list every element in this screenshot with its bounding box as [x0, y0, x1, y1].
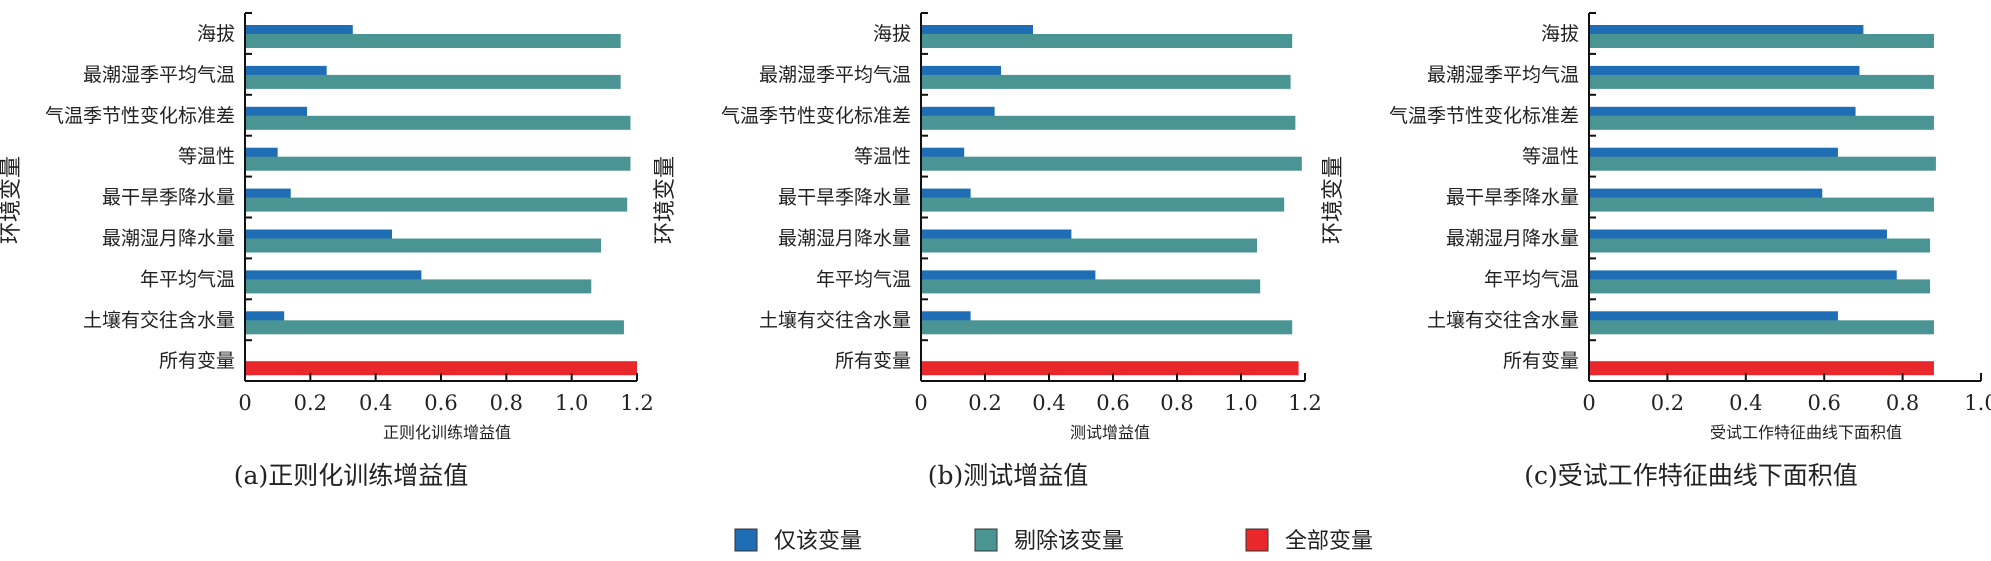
bar-1-5 — [921, 238, 1257, 253]
category-label: 最潮湿季平均气温 — [1427, 64, 1579, 86]
x-tick-label: 0 — [238, 391, 251, 415]
bar-1-1 — [921, 74, 1291, 89]
x-axis-title: 受试工作特征曲线下面积值 — [1710, 423, 1902, 442]
legend-label: 剔除该变量 — [1014, 529, 1124, 554]
bar-1-3 — [245, 156, 631, 171]
legend-swatch-0 — [734, 528, 758, 552]
x-tick-label: 0.4 — [1729, 391, 1762, 415]
x-tick-label: 0.2 — [968, 391, 1001, 415]
panel-caption: (a)正则化训练增益值 — [234, 461, 468, 490]
bar-1-0 — [921, 34, 1293, 48]
x-tick-label: 0.8 — [490, 391, 523, 415]
category-label: 所有变量 — [1503, 350, 1579, 372]
category-label: 土壤有交往含水量 — [1427, 309, 1579, 331]
x-tick-label: 0 — [914, 391, 927, 415]
category-label: 等温性 — [854, 146, 911, 168]
bar-2-8 — [245, 361, 637, 376]
bar-1-6 — [245, 279, 592, 294]
x-tick-label: 0.8 — [1886, 391, 1919, 415]
bar-1-6 — [921, 279, 1261, 294]
category-label: 等温性 — [178, 146, 235, 168]
category-label: 最干旱季降水量 — [102, 187, 235, 209]
legend: 仅该变量 剔除该变量 全部变量 — [734, 528, 1373, 554]
bar-1-4 — [921, 197, 1285, 212]
x-tick-label: 0.2 — [294, 391, 327, 415]
category-label: 土壤有交往含水量 — [83, 309, 235, 331]
category-label: 最干旱季降水量 — [1446, 187, 1579, 209]
x-tick-label: 1.2 — [620, 391, 653, 415]
category-label: 气温季节性变化标准差 — [45, 105, 235, 127]
y-axis-title: 环境变量 — [0, 156, 24, 244]
category-label: 最潮湿月降水量 — [1446, 228, 1579, 250]
x-tick-label: 0.6 — [1096, 391, 1129, 415]
bar-1-2 — [245, 115, 631, 130]
bar-1-6 — [1589, 279, 1931, 294]
bar-1-4 — [1589, 197, 1934, 212]
category-label: 海拔 — [873, 23, 911, 45]
bar-1-7 — [1589, 320, 1934, 335]
x-tick-label: 1.2 — [1288, 391, 1321, 415]
bar-1-7 — [245, 320, 624, 335]
bar-1-7 — [921, 320, 1293, 335]
category-label: 所有变量 — [159, 350, 235, 372]
x-tick-label: 0.4 — [359, 391, 392, 415]
legend-label: 仅该变量 — [774, 529, 862, 554]
x-tick-label: 0.8 — [1160, 391, 1193, 415]
bar-1-5 — [1589, 238, 1931, 253]
panel-caption: (b)测试增益值 — [928, 461, 1089, 490]
category-label: 最干旱季降水量 — [778, 187, 911, 209]
category-label: 土壤有交往含水量 — [759, 309, 911, 331]
category-label: 所有变量 — [835, 350, 911, 372]
bar-1-5 — [245, 238, 602, 253]
chart-panel-2: 海拔最潮湿季平均气温气温季节性变化标准差等温性最干旱季降水量最潮湿月降水量年平均… — [1321, 12, 1991, 490]
bar-2-8 — [921, 361, 1299, 376]
category-label: 等温性 — [1522, 146, 1579, 168]
bar-1-2 — [1589, 115, 1934, 130]
bar-1-0 — [1589, 34, 1934, 48]
category-label: 海拔 — [197, 23, 235, 45]
legend-swatch-1 — [974, 528, 998, 552]
category-label: 年平均气温 — [140, 268, 235, 290]
y-axis-title: 环境变量 — [1321, 156, 1346, 244]
bar-1-1 — [245, 74, 621, 89]
x-tick-label: 0.2 — [1651, 391, 1684, 415]
x-tick-label: 1.0 — [1224, 391, 1257, 415]
category-label: 最潮湿季平均气温 — [83, 64, 235, 86]
legend-label: 全部变量 — [1285, 529, 1373, 554]
category-label: 海拔 — [1541, 23, 1579, 45]
category-label: 气温季节性变化标准差 — [721, 105, 911, 127]
x-tick-label: 0 — [1582, 391, 1595, 415]
legend-swatch-2 — [1245, 528, 1269, 552]
x-tick-label: 0.6 — [1807, 391, 1840, 415]
category-label: 最潮湿月降水量 — [102, 228, 235, 250]
bar-1-1 — [1589, 74, 1934, 89]
x-tick-label: 1.0 — [1964, 391, 1991, 415]
x-axis-title: 测试增益值 — [1070, 423, 1150, 442]
category-label: 气温季节性变化标准差 — [1389, 105, 1579, 127]
chart-panel-0: 海拔最潮湿季平均气温气温季节性变化标准差等温性最干旱季降水量最潮湿月降水量年平均… — [0, 12, 654, 490]
bar-1-4 — [245, 197, 628, 212]
x-axis-title: 正则化训练增益值 — [383, 423, 511, 442]
bar-1-3 — [921, 156, 1302, 171]
category-label: 年平均气温 — [1484, 268, 1579, 290]
panel-caption: (c)受试工作特征曲线下面积值 — [1524, 461, 1858, 490]
category-label: 最潮湿月降水量 — [778, 228, 911, 250]
bar-2-8 — [1589, 361, 1934, 376]
category-label: 最潮湿季平均气温 — [759, 64, 911, 86]
x-tick-label: 0.4 — [1032, 391, 1065, 415]
bar-1-0 — [245, 34, 621, 48]
y-axis-title: 环境变量 — [653, 156, 678, 244]
bar-1-3 — [1589, 156, 1936, 171]
x-tick-label: 1.0 — [555, 391, 588, 415]
bar-1-2 — [921, 115, 1296, 130]
x-tick-label: 0.6 — [424, 391, 457, 415]
category-label: 年平均气温 — [816, 268, 911, 290]
chart-panel-1: 海拔最潮湿季平均气温气温季节性变化标准差等温性最干旱季降水量最潮湿月降水量年平均… — [653, 12, 1322, 490]
